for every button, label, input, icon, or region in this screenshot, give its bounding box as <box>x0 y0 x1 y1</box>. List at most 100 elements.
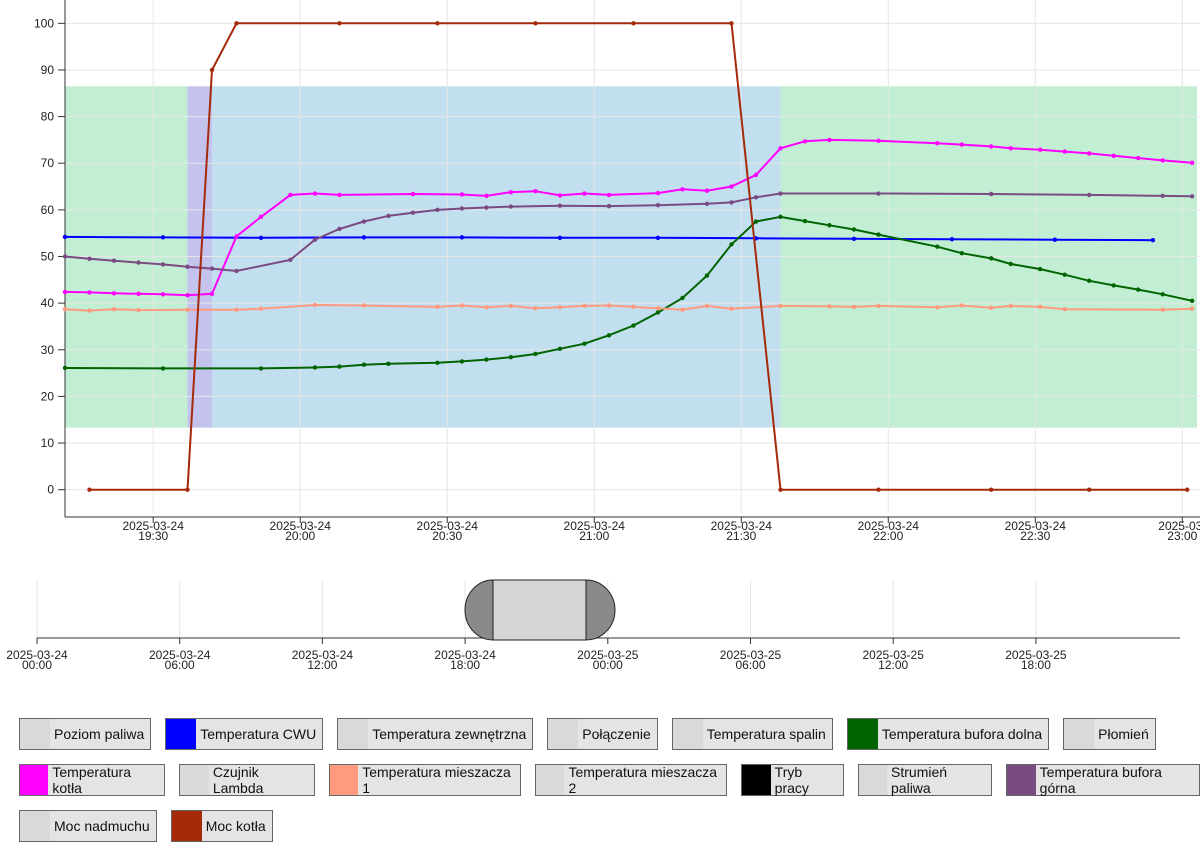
y-tick-label: 100 <box>34 16 54 30</box>
legend-button[interactable]: Poziom paliwa <box>19 718 152 750</box>
series-point <box>631 323 636 328</box>
legend-button[interactable]: Temperatura kotła <box>19 764 166 796</box>
series-point <box>111 258 117 263</box>
legend-button[interactable]: Temperatura CWU <box>165 718 324 750</box>
series-point <box>508 303 514 309</box>
series-point <box>729 200 734 205</box>
series-point <box>361 219 367 224</box>
nav-tick-label: 00:00 <box>593 658 623 672</box>
series-point <box>988 256 994 261</box>
series-point <box>1037 304 1043 310</box>
series-point <box>87 487 92 492</box>
series-point <box>312 302 318 308</box>
series-point <box>729 184 734 189</box>
legend-button[interactable]: Tryb pracy <box>741 764 844 796</box>
series-point <box>778 303 783 309</box>
series-point <box>1150 237 1156 243</box>
legend-button[interactable]: Moc nadmuchu <box>19 810 157 842</box>
series-point <box>959 303 964 308</box>
series-point <box>234 307 239 312</box>
series-point <box>1037 147 1043 152</box>
series-point <box>234 234 239 239</box>
series-point <box>680 307 685 312</box>
series-point <box>778 487 783 492</box>
legend-label: Moc kotła <box>205 818 266 834</box>
series-point <box>459 303 465 308</box>
series-point <box>827 304 832 309</box>
series-point <box>876 191 881 196</box>
y-tick-label: 70 <box>41 156 55 170</box>
legend-swatch <box>847 719 878 749</box>
nav-tick-label: 12:00 <box>878 658 908 672</box>
legend: Poziom paliwa Temperatura CWU Temperatura … <box>19 718 1200 842</box>
series-point <box>185 307 190 312</box>
series-point <box>62 289 68 295</box>
x-tick-label: 21:00 <box>579 529 609 543</box>
nav-handle-right[interactable] <box>585 579 616 641</box>
y-tick-label: 40 <box>41 296 55 310</box>
legend-button[interactable]: Temperatura mieszacza 1 <box>328 764 522 796</box>
series-point <box>606 303 612 308</box>
series-point <box>459 206 465 211</box>
series-point <box>435 21 440 26</box>
series-point <box>533 306 538 311</box>
nav-tick-label: 18:00 <box>1021 658 1051 672</box>
y-tick-label: 80 <box>41 110 55 124</box>
y-tick-label: 30 <box>41 343 55 357</box>
series-point <box>729 306 734 311</box>
legend-button[interactable]: Temperatura zewnętrzna <box>337 718 534 750</box>
series-point <box>876 138 881 144</box>
series-point <box>484 357 489 362</box>
series-point <box>1086 487 1092 492</box>
series-point <box>1062 272 1067 277</box>
series-point <box>87 256 92 262</box>
series-point <box>533 189 538 194</box>
series-point <box>988 191 994 197</box>
series-point <box>533 351 538 357</box>
series-point <box>410 210 416 215</box>
series-point <box>704 303 710 309</box>
series-point <box>62 234 68 240</box>
nav-handle-left[interactable] <box>464 579 494 641</box>
series-point <box>851 236 857 241</box>
x-tick-label: 2025-03-24 <box>417 519 479 533</box>
series-point <box>753 195 759 200</box>
series-point <box>1189 160 1195 165</box>
legend-button[interactable]: Płomień <box>1063 718 1156 750</box>
legend-button[interactable]: Czujnik Lambda <box>179 764 315 796</box>
series-point <box>533 21 538 26</box>
legend-row: Moc nadmuchu Moc kotła <box>19 810 1200 842</box>
legend-label: Temperatura CWU <box>200 726 317 742</box>
series-point <box>1086 151 1092 156</box>
series-point <box>1160 158 1165 163</box>
legend-button[interactable]: Połączenie <box>547 718 658 750</box>
series-point <box>753 172 759 178</box>
legend-button[interactable]: Moc kotła <box>170 810 273 842</box>
series-point <box>631 21 636 26</box>
legend-swatch <box>171 811 202 841</box>
series-point <box>337 192 342 198</box>
legend-button[interactable]: Strumień paliwa <box>857 764 993 796</box>
series-point <box>1189 194 1195 199</box>
x-tick-label: 2025-03-24 <box>270 519 332 533</box>
legend-button[interactable]: Temperatura bufora dolna <box>846 718 1050 750</box>
series-point <box>729 21 734 26</box>
legend-button[interactable]: Temperatura bufora górna <box>1006 764 1200 796</box>
series-point <box>185 264 190 269</box>
series-point <box>111 306 117 312</box>
series-point <box>136 291 141 297</box>
series-point <box>655 190 661 196</box>
series-point <box>935 244 940 249</box>
series-point <box>988 305 994 310</box>
nav-tick-label: 2025-03-24 <box>149 648 211 662</box>
legend-swatch <box>20 765 49 795</box>
series-point <box>160 262 166 267</box>
series-point <box>288 257 293 262</box>
series-point <box>337 226 342 232</box>
series-point <box>160 235 166 240</box>
series-point <box>704 201 710 207</box>
series-point <box>484 305 489 310</box>
series-point <box>1008 261 1013 267</box>
legend-button[interactable]: Temperatura spalin <box>671 718 833 750</box>
legend-button[interactable]: Temperatura mieszacza 2 <box>535 764 728 796</box>
